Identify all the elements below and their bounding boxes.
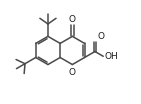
Text: O: O	[69, 69, 76, 77]
Text: O: O	[97, 32, 104, 41]
Text: OH: OH	[104, 52, 118, 61]
Text: O: O	[69, 15, 76, 24]
